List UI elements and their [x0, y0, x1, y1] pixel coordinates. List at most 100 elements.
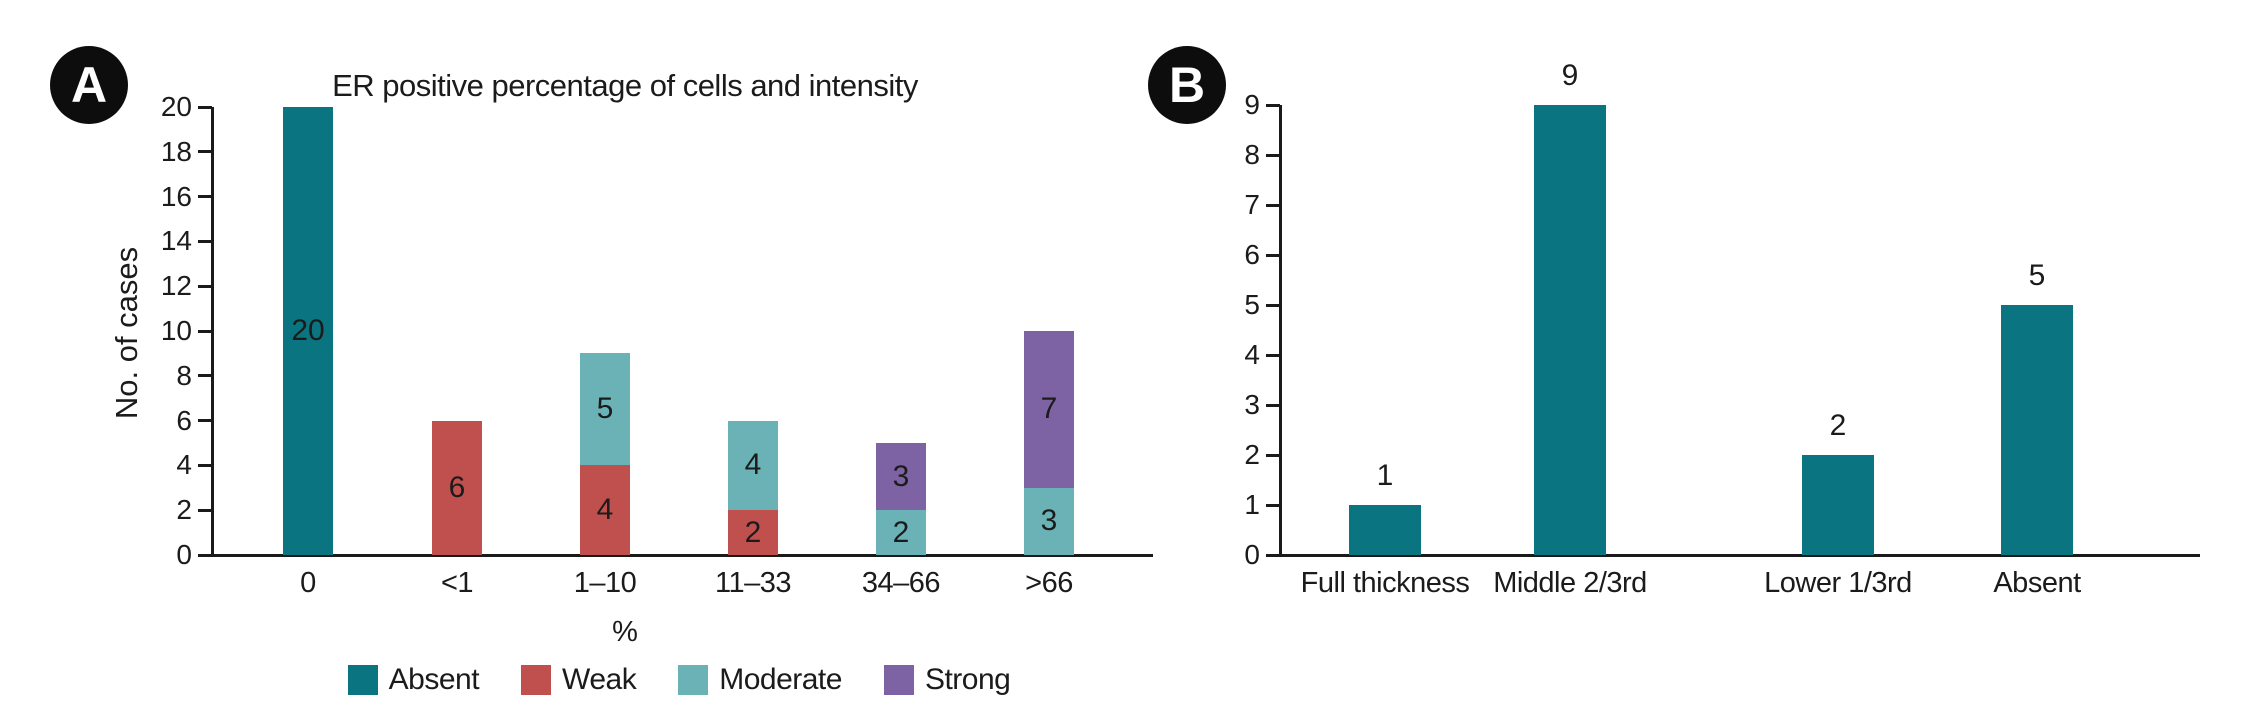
y-tick-label-a: 10 [160, 315, 192, 346]
y-tick-b [1266, 253, 1280, 257]
x-axis-line-b [1280, 553, 2200, 557]
y-tick-label-b: 6 [1244, 239, 1260, 270]
y-tick-label-a: 14 [160, 225, 192, 257]
y-tick-label-a: 2 [176, 494, 192, 526]
y-tick-label-a: 0 [176, 539, 192, 570]
legend-swatch-weak [521, 665, 552, 695]
y-tick-b [1266, 103, 1280, 107]
bar-segment-value: 20 [291, 314, 325, 347]
panel-b-badge: B [1148, 46, 1226, 124]
bar-segment-value: 6 [448, 470, 466, 504]
x-category-label-a: <1 [440, 567, 474, 599]
bar-segment-value: 4 [744, 448, 762, 482]
y-tick-b [1266, 303, 1280, 307]
y-tick-label-b: 9 [1244, 89, 1260, 120]
y-tick-b [1266, 153, 1280, 157]
x-category-label-a: 34–66 [861, 567, 941, 599]
legend-label-strong: Strong [924, 663, 1011, 696]
x-category-label-a: >66 [1025, 567, 1073, 599]
y-tick-label-b: 1 [1244, 489, 1260, 520]
bar-segment-value: 7 [1040, 392, 1058, 426]
bar-segment-value: 3 [1040, 504, 1058, 538]
x-category-label-b: Absent [1993, 567, 2081, 599]
bar-segment-value: 3 [892, 459, 910, 493]
x-category-label-b: Lower 1/3rd [1764, 567, 1912, 599]
bar-segment-value: 2 [744, 515, 762, 549]
y-tick-label-a: 16 [160, 180, 192, 212]
y-tick-label-a: 20 [160, 91, 192, 122]
bar-value-label: 1 [1376, 459, 1394, 492]
y-tick-label-b: 4 [1244, 339, 1260, 370]
legend-label-moderate: Moderate [719, 663, 842, 696]
y-tick-b [1266, 353, 1280, 357]
legend-swatch-moderate [678, 665, 709, 695]
legend-item-strong: Strong [883, 663, 1011, 697]
y-tick-a [198, 419, 212, 423]
y-axis-line-b [1278, 105, 1282, 557]
y-tick-a [198, 195, 212, 199]
bar-segment-value: 5 [596, 392, 614, 426]
legend-label-weak: Weak [562, 663, 637, 696]
x-axis-line-a [205, 553, 1153, 557]
y-tick-label-a: 4 [176, 449, 192, 481]
y-tick-a [198, 105, 212, 109]
panel-a-badge: A [50, 46, 128, 124]
x-category-label-a: 0 [300, 567, 316, 599]
bar-value-label: 5 [2028, 259, 2046, 292]
bar-lower-1-3rd [1802, 455, 1874, 555]
bar-segment-absent [283, 107, 333, 555]
y-tick-a [198, 508, 212, 512]
y-tick-b [1266, 503, 1280, 507]
bar-segment-strong [1024, 331, 1074, 488]
y-tick-label-b: 0 [1244, 539, 1260, 570]
bar-value-label: 9 [1561, 59, 1579, 92]
y-tick-b [1266, 453, 1280, 457]
y-tick-label-a: 12 [160, 270, 192, 302]
bar-segment-value: 4 [596, 493, 614, 527]
y-tick-label-b: 5 [1244, 289, 1260, 320]
y-tick-a [198, 150, 212, 154]
bar-value-label: 2 [1829, 409, 1847, 442]
bar-segment-moderate [876, 510, 926, 555]
legend-item-absent: Absent [347, 663, 480, 697]
y-tick-b [1266, 403, 1280, 407]
bar-segment-moderate [580, 353, 630, 466]
x-category-label-a: 1–10 [573, 567, 637, 599]
bar-full-thickness [1349, 505, 1421, 555]
y-tick-label-b: 7 [1244, 189, 1260, 220]
bar-segment-value: 2 [892, 515, 910, 549]
y-tick-label-a: 8 [176, 359, 192, 391]
y-tick-label-b: 2 [1244, 439, 1260, 470]
x-category-label-a: 11–33 [715, 567, 792, 599]
y-tick-b [1266, 203, 1280, 207]
y-tick-a [198, 463, 212, 467]
bar-segment-moderate [728, 420, 778, 511]
bar-segment-weak [432, 420, 482, 555]
y-axis-line-a [210, 107, 214, 557]
y-tick-a [198, 329, 212, 333]
y-tick-a [198, 374, 212, 378]
chart-a-legend: Absent Weak Moderate Strong [205, 662, 1153, 698]
y-tick-label-b: 3 [1244, 389, 1260, 420]
chart-a-x-axis-title: % [612, 616, 638, 648]
bar-segment-strong [876, 443, 926, 511]
bar-segment-weak [580, 465, 630, 555]
chart-a-title: ER positive percentage of cells and inte… [332, 68, 918, 103]
y-tick-a [198, 284, 212, 288]
bar-absent [2001, 305, 2073, 555]
legend-item-weak: Weak [521, 663, 637, 697]
y-tick-a [198, 239, 212, 243]
legend-item-moderate: Moderate [678, 663, 842, 697]
legend-label-absent: Absent [388, 663, 480, 696]
bar-segment-moderate [1024, 487, 1074, 555]
y-tick-label-a: 18 [160, 135, 192, 167]
y-tick-a [198, 553, 212, 557]
bar-segment-weak [728, 510, 778, 555]
legend-swatch-strong [883, 665, 914, 695]
y-tick-label-a: 6 [176, 404, 192, 436]
x-category-label-b: Middle 2/3rd [1493, 567, 1647, 599]
legend-swatch-absent [347, 665, 378, 695]
y-tick-b [1266, 553, 1280, 557]
bar-middle-2-3rd [1534, 105, 1606, 555]
